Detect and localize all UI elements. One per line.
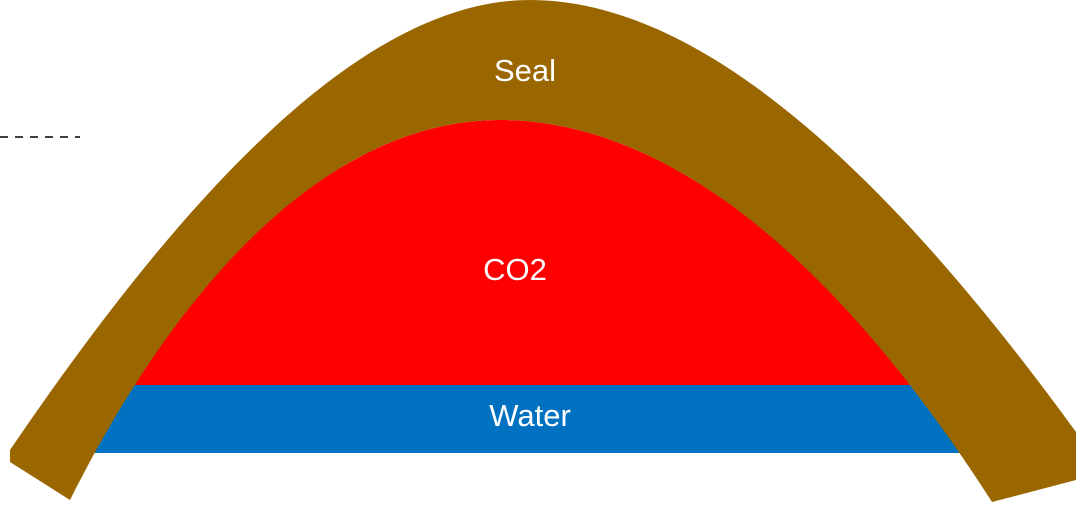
seal-label: Seal (494, 53, 556, 88)
trap-diagram: Seal CO2 Water (0, 0, 1076, 505)
ground (0, 453, 1076, 505)
water-label: Water (489, 398, 571, 433)
co2-label: CO2 (483, 252, 547, 287)
